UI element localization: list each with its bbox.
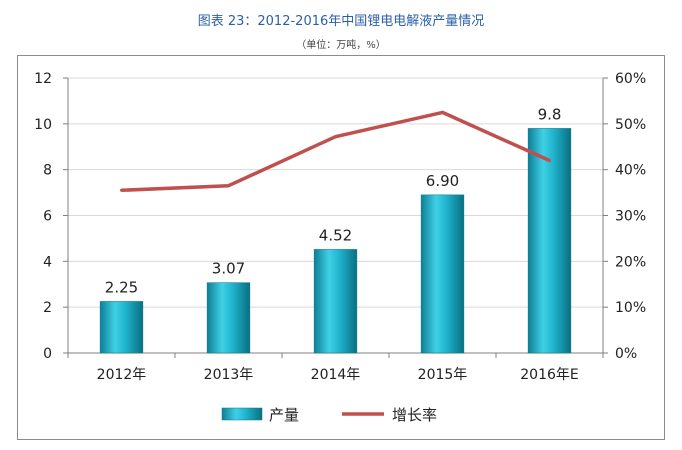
chart-subtitle: （单位：万吨，%） [296,40,386,51]
y-left-tick-label: 12 [34,71,52,87]
y-right-tick-label: 50% [615,117,646,133]
legend-label-line: 增长率 [392,406,437,424]
bar [99,301,144,354]
y-left-tick-label: 2 [43,300,52,316]
x-tick-label: 2014年 [311,367,361,383]
y-right-tick-label: 20% [615,254,646,270]
x-tick-label: 2013年 [204,367,254,383]
legend-swatch-bar [221,407,263,421]
y-left-tick-label: 0 [43,346,52,362]
legend-label-bar: 产量 [269,406,299,424]
bar-data-label: 3.07 [212,260,245,278]
legend: 产量 增长率 [221,406,437,424]
y-left-tick-label: 8 [43,163,52,179]
bar-data-label: 6.90 [426,172,459,190]
bar-data-label: 9.8 [538,105,562,123]
y-right-tick-label: 40% [615,163,646,179]
y-right-tick-label: 30% [615,209,646,225]
y-left-tick-label: 6 [43,209,52,225]
bar [420,194,465,354]
y-left-tick-label: 10 [34,117,52,133]
line-series [120,110,551,193]
x-tick-label: 2016年E [520,367,578,383]
growth-rate-point [120,188,123,192]
labels: 2.25 3.07 4.52 6.90 9.8 [105,105,562,296]
growth-rate-point [227,184,230,188]
y-right-tick-label: 10% [615,300,646,316]
axes: 0 2 4 6 8 10 12 0% 10% 20% 30% 40% 50% 60% 2012年 2013年 2… [34,71,646,383]
bar-data-label: 4.52 [319,226,352,244]
growth-rate-point [334,135,337,139]
bar [527,128,572,354]
growth-rate-point [441,110,444,114]
bar [313,249,358,354]
y-right-tick-label: 0% [615,346,637,362]
chart-title: 图表 23：2012-2016年中国锂电电解液产量情况 [197,14,485,29]
bar [206,282,251,354]
y-right-tick-label: 60% [615,71,646,87]
bar-data-label: 2.25 [105,278,138,296]
growth-rate-point [548,159,551,162]
chart-frame [17,55,665,440]
y-left-tick-label: 4 [43,254,52,270]
x-tick-label: 2015年 [418,367,468,383]
x-tick-label: 2012年 [97,367,147,383]
bar-series [99,128,572,354]
